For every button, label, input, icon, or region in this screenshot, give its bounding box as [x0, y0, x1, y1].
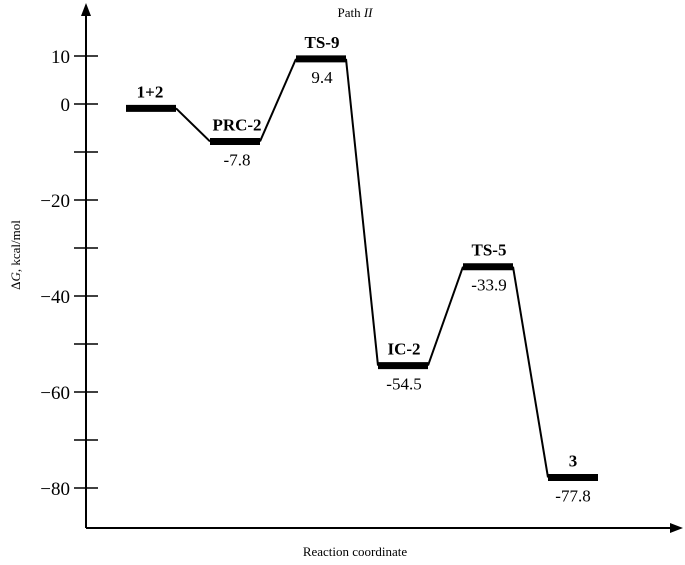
y-tick-label: −60	[40, 383, 70, 404]
connector-line	[175, 107, 211, 143]
state-name-label: 1+2	[137, 82, 164, 101]
state-values: -7.8 9.4 -54.5 -33.9 -77.8	[224, 68, 591, 506]
x-axis-title: Reaction coordinate	[303, 544, 408, 559]
y-axis-ticks	[74, 55, 98, 489]
energy-connectors	[175, 58, 549, 478]
chart-title: Path II	[337, 5, 373, 20]
connector-line	[512, 266, 549, 478]
connector-line	[427, 266, 464, 366]
state-name-label: TS-9	[305, 33, 340, 52]
y-axis-tick-labels: 10 0 −20 −40 −60 −80	[40, 47, 70, 500]
state-name-label: TS-5	[472, 241, 507, 260]
y-axis-title: ΔG, kcal/mol	[8, 220, 23, 290]
y-tick-label: −40	[40, 287, 70, 308]
connector-line	[345, 58, 379, 366]
y-tick-label: −80	[40, 479, 70, 500]
energy-levels	[126, 55, 598, 481]
state-value-label: -7.8	[224, 150, 251, 169]
y-tick-label: 0	[61, 95, 71, 116]
state-name-label: PRC-2	[212, 115, 261, 134]
state-value-label: -77.8	[555, 486, 590, 505]
state-name-label: 3	[569, 451, 578, 470]
state-value-label: -33.9	[471, 276, 506, 295]
y-tick-label: 10	[51, 47, 70, 68]
y-axis-arrow-icon	[81, 3, 91, 16]
y-tick-label: −20	[40, 191, 70, 212]
x-axis-arrow-icon	[670, 523, 683, 533]
state-names: 1+2 PRC-2 TS-9 IC-2 TS-5 3	[137, 33, 578, 471]
state-value-label: 9.4	[311, 68, 333, 87]
connector-line	[259, 58, 297, 142]
state-value-label: -54.5	[386, 375, 421, 394]
state-name-label: IC-2	[387, 340, 420, 359]
